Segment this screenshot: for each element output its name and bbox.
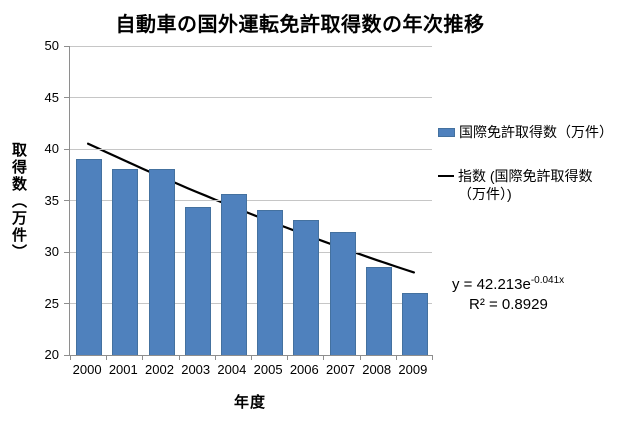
x-tick-label-2000: 2000 [72, 362, 102, 377]
x-tick-mark-8 [359, 355, 361, 360]
bar-2002 [148, 168, 175, 355]
y-tick-label-45: 45 [44, 89, 59, 105]
x-tick-mark-7 [323, 355, 325, 360]
y-tick-label-40: 40 [44, 141, 59, 156]
gridline-50 [70, 45, 432, 47]
y-tick-label-25: 25 [44, 295, 59, 311]
gridline-35 [70, 200, 432, 201]
y-tick-mark-50 [64, 45, 70, 47]
legend: 国際免許取得数（万件） 指数 (国際免許取得数（万件）) [438, 123, 636, 203]
y-tick-label-50: 50 [44, 38, 59, 53]
gridline-30 [70, 251, 432, 253]
equation-line: y = 42.213e-0.041x [452, 275, 565, 293]
x-tick-mark-4 [214, 355, 216, 360]
gridline-40 [70, 148, 432, 150]
bar-2000 [76, 159, 103, 355]
x-tick-label-2001: 2001 [108, 362, 138, 377]
legend-label-trendline: 指数 (国際免許取得数（万件）) [458, 168, 593, 202]
y-tick-mark-30 [64, 251, 70, 253]
y-tick-mark-40 [64, 148, 70, 150]
x-tick-mark-1 [106, 355, 108, 360]
chart-title: 自動車の国外運転免許取得数の年次推移 [115, 14, 485, 36]
x-tick-label-2008: 2008 [362, 362, 392, 377]
x-tick-mark-6 [287, 355, 289, 360]
x-axis-title: 年度 [233, 394, 266, 411]
trendline-swatch-icon [438, 175, 454, 177]
y-tick-label-35: 35 [44, 192, 59, 208]
legend-item-series: 国際免許取得数（万件） [438, 123, 636, 141]
y-tick-mark-35 [64, 200, 70, 201]
x-tick-label-2005: 2005 [253, 362, 283, 377]
bar-2009 [401, 293, 428, 355]
bar-2004 [220, 194, 247, 355]
y-tick-mark-20 [64, 354, 70, 356]
legend-item-trendline: 指数 (国際免許取得数（万件）) [438, 167, 636, 203]
y-axis-title: 取得数（万件） [10, 142, 27, 261]
x-tick-mark-0 [70, 355, 71, 360]
x-tick-mark-2 [142, 355, 144, 360]
y-tick-mark-45 [64, 97, 70, 98]
gridline-25 [70, 303, 432, 304]
x-axis-tick-labels: 2000 2001 2002 2003 2004 2005 2006 2007 2008 2009 [69, 362, 431, 378]
x-tick-mark-10 [432, 355, 433, 360]
x-tick-label-2004: 2004 [217, 362, 247, 377]
bar-2006 [293, 220, 320, 355]
bar-series-swatch-icon [438, 128, 455, 137]
y-tick-mark-25 [64, 303, 70, 304]
r-squared: R² = 0.8929 [469, 296, 548, 313]
y-axis-tick-labels: 20 25 30 35 40 45 50 [0, 39, 59, 362]
bar-2003 [184, 206, 211, 355]
x-tick-label-2003: 2003 [181, 362, 211, 377]
bar-2005 [257, 209, 284, 355]
x-tick-mark-9 [395, 355, 397, 360]
gridline-45 [70, 97, 432, 98]
x-tick-label-2007: 2007 [326, 362, 355, 377]
x-tick-label-2009: 2009 [398, 362, 428, 377]
legend-label-series: 国際免許取得数（万件） [459, 124, 613, 140]
x-tick-mark-5 [251, 355, 252, 360]
x-tick-label-2002: 2002 [145, 362, 174, 377]
bar-2007 [329, 232, 356, 355]
plot-area [64, 45, 433, 360]
bar-2001 [112, 168, 139, 355]
trendline-equation: y = 42.213e-0.041x R² = 0.8929 [452, 271, 564, 315]
x-tick-mark-3 [178, 355, 180, 360]
x-tick-label-2006: 2006 [289, 362, 319, 377]
equation-exponent: -0.041x [530, 275, 565, 286]
y-tick-label-20: 20 [44, 347, 59, 362]
bar-2008 [365, 267, 392, 355]
y-tick-label-30: 30 [44, 244, 59, 259]
